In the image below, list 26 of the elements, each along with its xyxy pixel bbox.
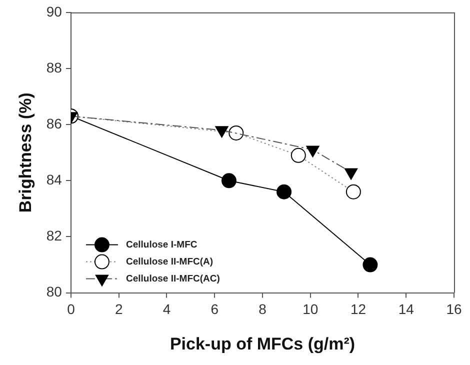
legend-label: Cellulose II-MFC(AC): [126, 273, 220, 284]
point: [290, 148, 306, 163]
x-tick-label: 6: [210, 301, 219, 318]
x-tick-label: 14: [398, 301, 414, 318]
point: [362, 257, 378, 272]
point: [228, 125, 244, 140]
point: [276, 184, 292, 200]
x-tick-label: 4: [162, 301, 171, 318]
x-tick-label: 2: [114, 301, 123, 318]
y-tick-label: 84: [46, 172, 62, 188]
x-tick-label: 16: [446, 301, 462, 318]
x-tick-label: 12: [350, 301, 366, 318]
y-tick-label: 82: [46, 228, 62, 244]
point: [221, 173, 236, 188]
point: [346, 184, 361, 200]
x-tick-label: 10: [302, 301, 318, 318]
legend-label: Cellulose II-MFC(A): [126, 256, 214, 268]
x-tick-label: 0: [67, 301, 76, 318]
x-tick-label: 8: [258, 301, 267, 318]
y-tick-label: 90: [46, 3, 62, 20]
y-tick-label: 80: [46, 284, 62, 300]
y-axis-title: Brightness (%): [16, 92, 35, 213]
y-tick-label: 88: [46, 59, 62, 76]
x-axis-title: Pick-up of MFCs (g/m²): [170, 334, 356, 354]
y-tick-label: 86: [46, 115, 62, 132]
legend-label: Cellulose I-MFC: [126, 239, 198, 250]
